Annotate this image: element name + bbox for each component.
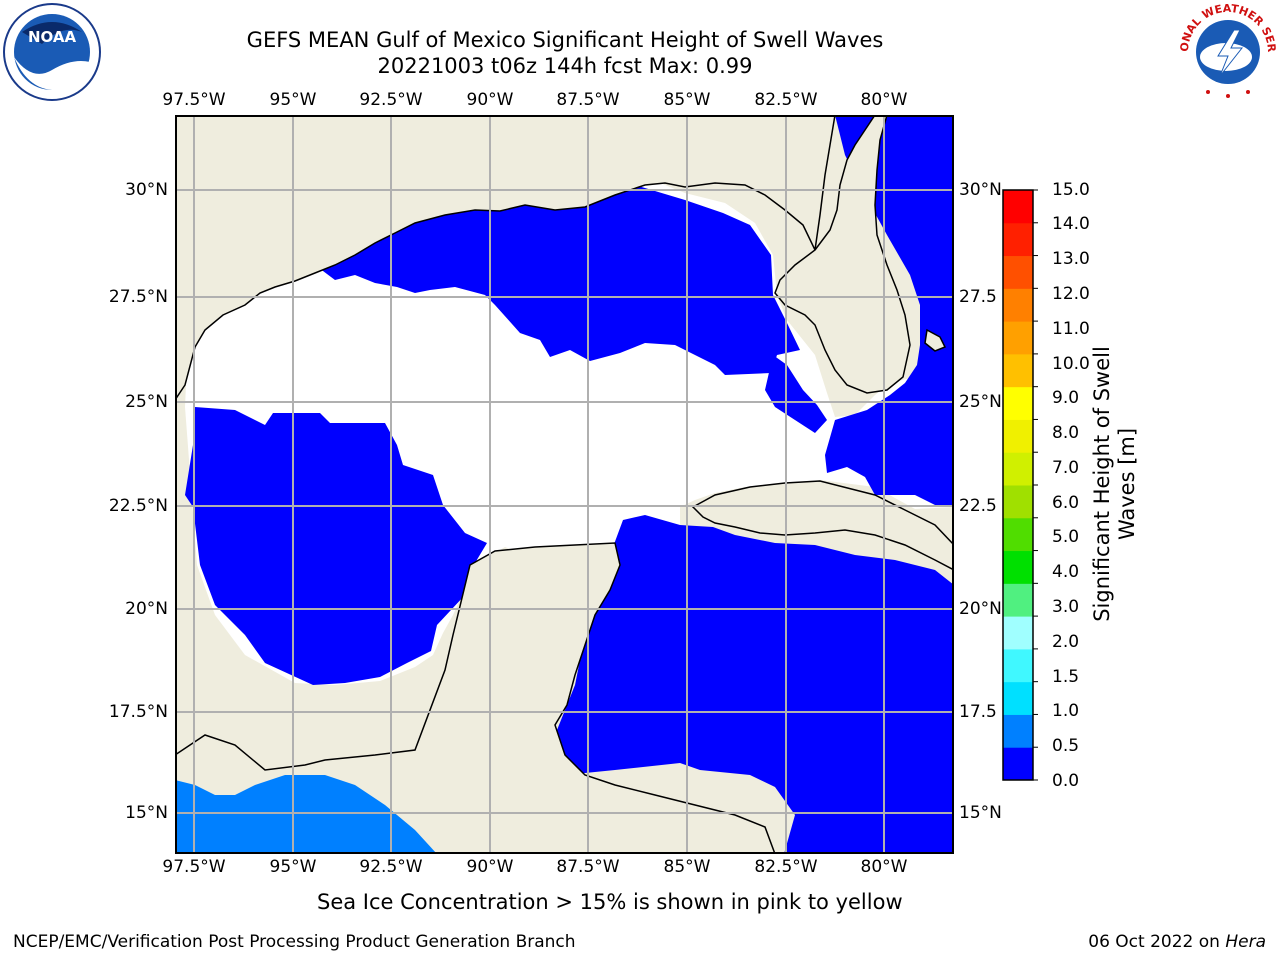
colorbar-tick-label: 4.0 [1052, 562, 1080, 582]
colorbar-tick-label: 6.0 [1052, 493, 1080, 513]
florida [774, 115, 911, 394]
colorbar-segment [1003, 288, 1033, 322]
lat-label-left: 22.5°N [108, 496, 168, 516]
colorbar-tick-label: 10.0 [1052, 354, 1090, 374]
colorbar-segment [1003, 190, 1033, 224]
map-title: GEFS MEAN Gulf of Mexico Significant Hei… [246, 28, 884, 52]
lon-label-bottom: 85°W [663, 857, 711, 877]
lon-label-top: 85°W [663, 90, 711, 110]
colorbar [1002, 189, 1038, 781]
colorbar-segment [1003, 714, 1033, 748]
lon-label-top: 87.5°W [556, 90, 620, 110]
lon-label-top: 92.5°W [359, 90, 423, 110]
lat-label-left: 27.5°N [108, 287, 168, 307]
colorbar-segment [1003, 616, 1033, 650]
map-frame [175, 115, 954, 854]
lat-label-right: 25°N [959, 392, 1002, 412]
lat-label-right: 27.5 [959, 287, 997, 307]
lat-label-right: 17.5 [959, 702, 997, 722]
colorbar-segment [1003, 747, 1033, 781]
colorbar-segment [1003, 255, 1033, 289]
colorbar-segment [1003, 517, 1033, 552]
lat-label-left: 25°N [125, 392, 168, 412]
colorbar-tick-label: 2.0 [1052, 632, 1080, 652]
colorbar-segment [1003, 550, 1033, 584]
colorbar-tick-label: 14.0 [1052, 214, 1090, 234]
lat-label-left: 30°N [125, 180, 168, 200]
lon-label-bottom: 82.5°W [754, 857, 818, 877]
lon-label-top: 90°W [466, 90, 514, 110]
atlantic-swell [825, 115, 954, 507]
colorbar-tick-label: 8.0 [1052, 423, 1080, 443]
colorbar-tick-label: 3.0 [1052, 597, 1080, 617]
lat-label-right: 20°N [959, 599, 1002, 619]
colorbar-segment [1003, 353, 1033, 388]
colorbar-tick-label: 9.0 [1052, 388, 1080, 408]
lon-label-top: 80°W [860, 90, 908, 110]
pacific-swell-overlay [175, 775, 437, 854]
us-coast [175, 115, 836, 402]
footer-date: 06 Oct 2022 on Hera [1088, 932, 1266, 952]
lon-label-bottom: 90°W [466, 857, 514, 877]
colorbar-tick-label: 1.5 [1052, 667, 1080, 687]
bahamas [924, 328, 947, 352]
lat-label-left: 15°N [125, 803, 168, 823]
footer-machine: Hera [1225, 932, 1266, 952]
lon-label-top: 82.5°W [754, 90, 818, 110]
map-subtitle: 20221003 t06z 144h fcst Max: 0.99 [377, 54, 753, 78]
florida-strait-swell [765, 355, 827, 433]
cuba [691, 480, 954, 571]
colorbar-segment [1003, 681, 1033, 715]
colorbar-segment [1003, 419, 1033, 453]
svg-text:NOAA: NOAA [28, 28, 77, 46]
northern-gulf-swell [315, 185, 800, 375]
lat-label-right: 22.5 [959, 496, 997, 516]
lon-label-bottom: 80°W [860, 857, 908, 877]
lat-label-left: 17.5°N [108, 702, 168, 722]
lon-label-bottom: 87.5°W [556, 857, 620, 877]
lon-label-bottom: 92.5°W [359, 857, 423, 877]
lon-label-top: 97.5°W [162, 90, 226, 110]
colorbar-segment [1003, 386, 1033, 420]
colorbar-title: Significant Height of Swell Waves [m] [1090, 346, 1139, 622]
colorbar-tick-label: 15.0 [1052, 180, 1090, 200]
colorbar-tick-label: 5.0 [1052, 527, 1080, 547]
noaa-logo: NOAA [3, 3, 101, 101]
colorbar-segment [1003, 648, 1033, 683]
lat-label-left: 20°N [125, 599, 168, 619]
colorbar-tick-label: 1.0 [1052, 701, 1080, 721]
colorbar-tick-label: 0.0 [1052, 771, 1080, 791]
colorbar-tick-label: 7.0 [1052, 458, 1080, 478]
swell-zero-areas [185, 115, 954, 854]
gulf-map [175, 115, 954, 854]
colorbar-tick-label: 12.0 [1052, 284, 1090, 304]
grid [175, 115, 954, 854]
lon-label-top: 95°W [269, 90, 317, 110]
colorbar-segment [1003, 321, 1033, 355]
lon-label-bottom: 95°W [269, 857, 317, 877]
colorbar-segment [1003, 222, 1033, 257]
lat-label-right: 30°N [959, 180, 1002, 200]
lon-label-bottom: 97.5°W [162, 857, 226, 877]
colorbar-segment [1003, 485, 1033, 519]
colorbar-segment [1003, 452, 1033, 486]
caribbean-swell [555, 515, 954, 854]
lat-label-right: 15°N [959, 803, 1002, 823]
colorbar-segment [1003, 583, 1033, 617]
sea-ice-note: Sea Ice Concentration > 15% is shown in … [317, 890, 903, 914]
western-gulf-swell [185, 407, 487, 685]
colorbar-tick-label: 13.0 [1052, 249, 1090, 269]
colorbar-tick-label: 11.0 [1052, 319, 1090, 339]
nws-logo: NATIONAL WEATHER SERVICE [1178, 2, 1278, 100]
colorbar-tick-label: 0.5 [1052, 736, 1080, 756]
footer-credit: NCEP/EMC/Verification Post Processing Pr… [13, 932, 576, 952]
